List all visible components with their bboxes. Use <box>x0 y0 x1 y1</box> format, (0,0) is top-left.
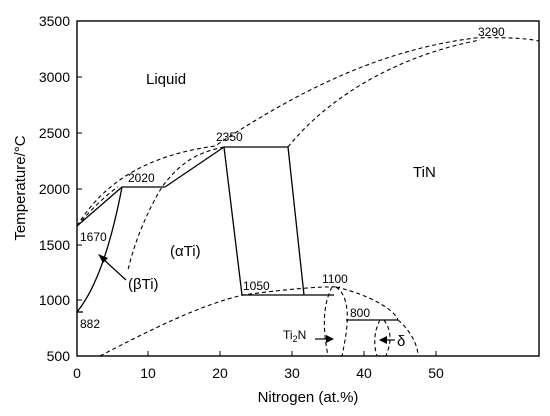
beta-right-edge <box>76 186 123 313</box>
alpha-solvus-curve <box>127 146 225 271</box>
y-tick-label-2000: 2000 <box>39 181 70 197</box>
tin-lower-boundary <box>335 286 399 321</box>
x-tick-label-30: 30 <box>284 365 300 381</box>
beta-liquidus-curve <box>76 186 119 227</box>
label-ti2n-sub: 2 <box>293 334 298 344</box>
delta-right-curve <box>383 319 391 357</box>
beta-ti-arrowhead <box>98 254 108 263</box>
tin-left-edge <box>287 146 305 296</box>
alpha-right-edge <box>223 146 243 296</box>
ticks <box>76 20 437 357</box>
point-label-1100: 1100 <box>322 272 348 286</box>
arrows <box>98 254 395 344</box>
y-tick-label-3000: 3000 <box>39 69 70 85</box>
x-tick-label-40: 40 <box>356 365 372 381</box>
delta-left-curve <box>374 319 381 357</box>
point-label-2020: 2020 <box>128 171 155 185</box>
y-axis-title: Temperature/°C <box>12 135 29 240</box>
y-tick-label-500: 500 <box>47 348 71 364</box>
x-tick-label-10: 10 <box>140 365 156 381</box>
label-ti2n: Ti2N <box>283 328 306 344</box>
delta-arrowhead <box>379 336 387 344</box>
alpha-liquidus-line <box>164 146 225 188</box>
x-tick-label-50: 50 <box>428 365 444 381</box>
label-ti2n-n: N <box>298 328 307 342</box>
y-tick-label-1000: 1000 <box>39 292 70 308</box>
y-tick-label-2500: 2500 <box>39 125 70 141</box>
x-axis-title: Nitrogen (at.%) <box>258 389 359 406</box>
point-label-800: 800 <box>350 306 370 320</box>
x-tick-label-20: 20 <box>212 365 228 381</box>
solid-boundaries <box>76 146 398 321</box>
label-delta: δ <box>397 333 405 350</box>
y-tick-label-1500: 1500 <box>39 237 70 253</box>
liquidus-curve <box>76 37 540 227</box>
beta-ti-arrow <box>101 257 127 281</box>
ti2n-left-curve <box>323 286 333 357</box>
x-tick-label-0: 0 <box>73 365 81 381</box>
point-label-3290: 3290 <box>478 25 505 39</box>
point-label-882: 882 <box>80 317 100 331</box>
label-beta-ti: (βTi) <box>128 276 159 293</box>
beta-upper-edge <box>76 186 123 227</box>
point-label-1670: 1670 <box>80 230 107 244</box>
label-alpha-ti: (αTi) <box>170 243 201 260</box>
dashed-boundaries <box>76 37 540 357</box>
point-label-2350: 2350 <box>216 130 243 144</box>
alpha-lower-curve <box>99 286 341 357</box>
tin-lowest-boundary <box>397 319 419 357</box>
label-liquid: Liquid <box>146 71 186 88</box>
ti2n-right-curve <box>335 286 348 357</box>
ti2n-arrowhead <box>326 335 334 343</box>
y-tick-label-3500: 3500 <box>39 13 70 29</box>
point-label-1050: 1050 <box>243 279 270 293</box>
label-tin: TiN <box>413 164 436 181</box>
tin-liquidus-curve <box>287 39 481 148</box>
label-ti2n-ti: Ti <box>283 328 293 342</box>
